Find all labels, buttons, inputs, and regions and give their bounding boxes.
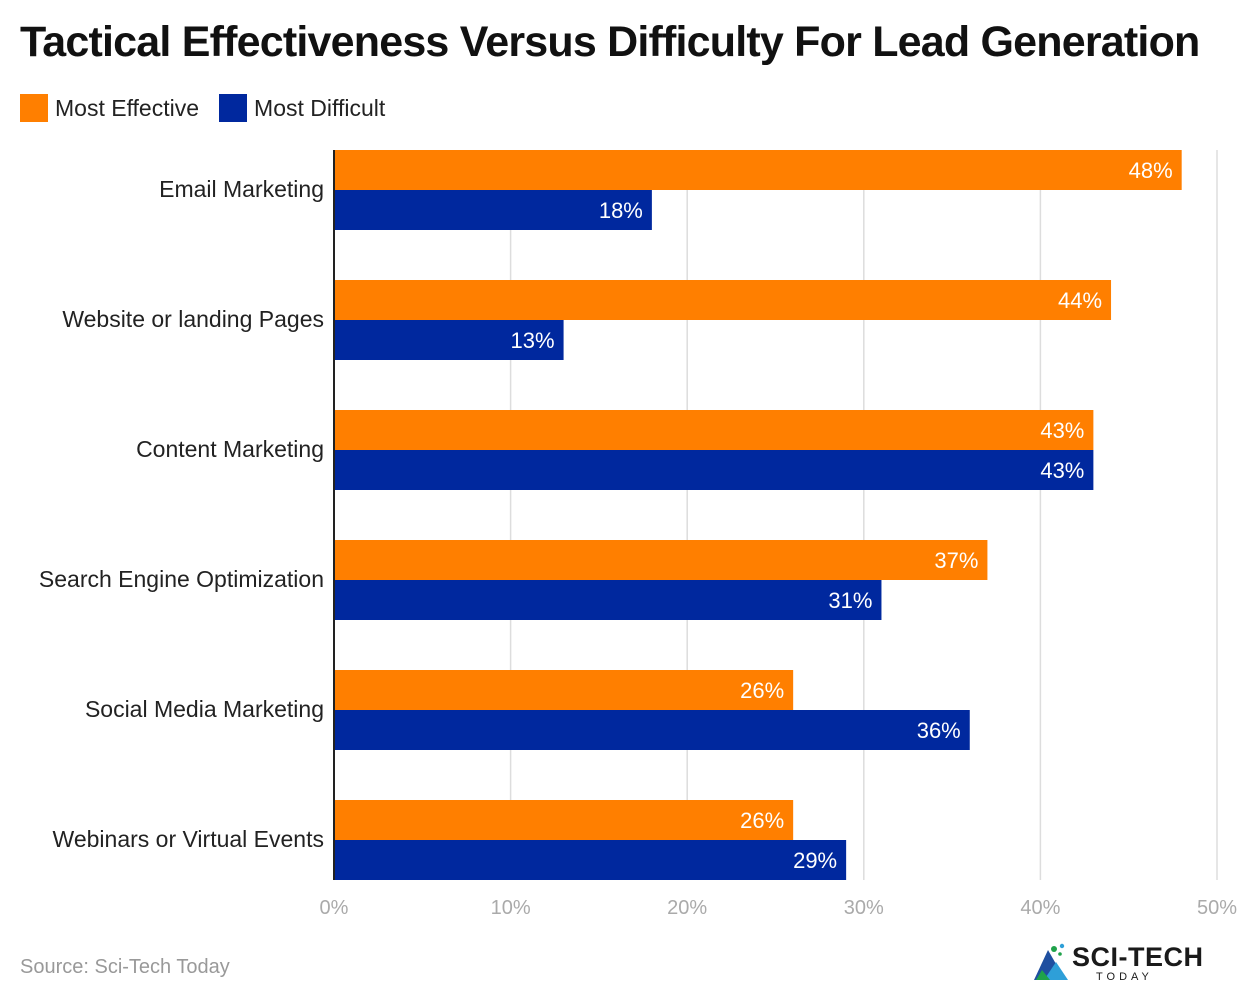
bar-most-effective-content-marketing — [334, 410, 1094, 450]
legend-swatch-most-difficult — [219, 94, 248, 122]
data-label-most-difficult-webinars-or-virtual-events: 29% — [793, 848, 837, 873]
x-tick-label-10: 10% — [491, 897, 531, 919]
sci-tech-logo: SCI-TECH TODAY — [1030, 940, 1230, 986]
bar-most-difficult-social-media-marketing — [334, 710, 970, 750]
legend-label-most-effective: Most Effective — [55, 94, 200, 121]
bar-most-difficult-content-marketing — [334, 450, 1094, 490]
bar-most-effective-website-or-landing-pages — [334, 280, 1112, 320]
data-label-most-difficult-email-marketing: 18% — [599, 198, 643, 223]
legend-item-most-effective[interactable]: Most Effective — [20, 94, 199, 122]
bar-most-difficult-search-engine-optimization — [334, 580, 882, 620]
data-label-most-difficult-search-engine-optimization: 31% — [828, 588, 872, 613]
data-label-most-difficult-social-media-marketing: 36% — [917, 718, 961, 743]
bar-most-difficult-website-or-landing-pages — [334, 320, 564, 360]
logo-text: SCI-TECH — [1072, 942, 1204, 972]
bar-most-difficult-webinars-or-virtual-events — [334, 840, 847, 880]
data-label-most-effective-social-media-marketing: 26% — [740, 678, 784, 703]
x-tick-label-50: 50% — [1197, 897, 1237, 919]
data-label-most-effective-content-marketing: 43% — [1040, 418, 1084, 443]
x-tick-label-0: 0% — [320, 897, 349, 919]
legend: Most Effective Most Difficult — [20, 92, 405, 124]
category-label-social-media-marketing: Social Media Marketing — [85, 696, 324, 722]
bar-most-effective-email-marketing — [334, 150, 1182, 190]
category-label-website-or-landing-pages: Website or landing Pages — [62, 306, 324, 332]
bar-most-effective-search-engine-optimization — [334, 540, 988, 580]
x-tick-label-30: 30% — [844, 897, 884, 919]
logo-subtext: TODAY — [1096, 971, 1153, 983]
data-label-most-difficult-website-or-landing-pages: 13% — [511, 328, 555, 353]
bar-most-difficult-email-marketing — [334, 190, 652, 230]
bar-most-effective-webinars-or-virtual-events — [334, 800, 794, 840]
logo-icon — [1034, 943, 1068, 980]
legend-label-most-difficult: Most Difficult — [254, 94, 386, 121]
x-tick-label-20: 20% — [667, 897, 707, 919]
data-label-most-effective-webinars-or-virtual-events: 26% — [740, 808, 784, 833]
data-label-most-effective-website-or-landing-pages: 44% — [1058, 288, 1102, 313]
bar-most-effective-social-media-marketing — [334, 670, 794, 710]
data-label-most-effective-email-marketing: 48% — [1129, 158, 1173, 183]
category-label-webinars-or-virtual-events: Webinars or Virtual Events — [53, 826, 324, 852]
legend-swatch-most-effective — [20, 94, 48, 122]
legend-item-most-difficult[interactable]: Most Difficult — [219, 94, 385, 122]
bar-chart: 0% 10% 20% 30% 40% 50% Email Marketing 48% 18% We… — [39, 150, 1237, 919]
x-tick-label-40: 40% — [1020, 897, 1060, 919]
data-label-most-effective-search-engine-optimization: 37% — [934, 548, 978, 573]
data-label-most-difficult-content-marketing: 43% — [1040, 458, 1084, 483]
category-label-search-engine-optimization: Search Engine Optimization — [39, 566, 324, 592]
source-note: Source: Sci-Tech Today — [20, 956, 230, 978]
category-label-email-marketing: Email Marketing — [159, 176, 324, 202]
chart-title: Tactical Effectiveness Versus Difficulty… — [20, 18, 1200, 66]
category-label-content-marketing: Content Marketing — [136, 436, 324, 462]
